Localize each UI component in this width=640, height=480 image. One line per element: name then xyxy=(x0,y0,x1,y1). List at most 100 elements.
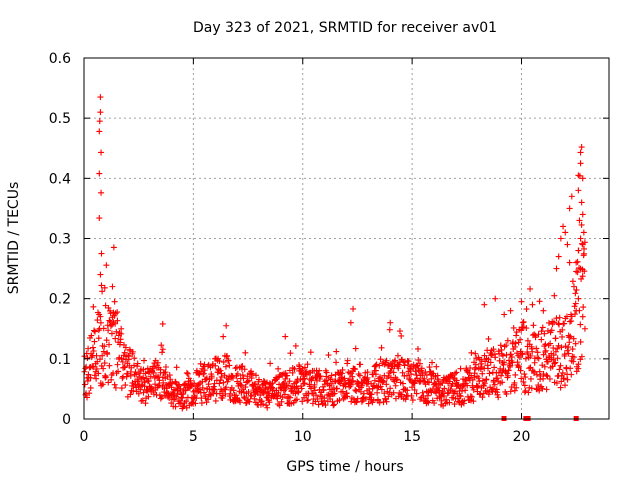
data-point xyxy=(552,359,559,366)
data-point xyxy=(339,366,346,373)
data-point xyxy=(479,370,486,377)
data-point xyxy=(472,364,479,371)
data-point xyxy=(473,382,480,389)
data-point xyxy=(394,352,401,359)
data-point xyxy=(503,342,510,349)
data-point xyxy=(486,370,493,377)
data-point xyxy=(347,319,354,326)
data-point xyxy=(117,336,124,343)
data-point xyxy=(180,390,187,397)
data-point xyxy=(462,387,469,394)
data-point xyxy=(282,375,289,382)
data-point xyxy=(86,364,93,371)
data-point xyxy=(468,393,475,400)
data-point xyxy=(311,381,318,388)
data-point xyxy=(542,347,549,354)
data-point xyxy=(83,394,90,401)
x-axis-label: GPS time / hours xyxy=(286,459,403,475)
data-point xyxy=(344,357,351,364)
data-point xyxy=(576,217,583,224)
data-point xyxy=(577,149,584,156)
data-point xyxy=(494,375,501,382)
data-point xyxy=(408,371,415,378)
data-point xyxy=(579,175,586,182)
data-point xyxy=(107,322,114,329)
data-point xyxy=(321,397,328,404)
data-point xyxy=(319,400,326,407)
data-point xyxy=(353,399,360,406)
data-point xyxy=(562,229,569,236)
data-point xyxy=(97,271,104,278)
data-point xyxy=(475,375,482,382)
data-point xyxy=(433,390,440,397)
data-point xyxy=(532,334,539,341)
data-point xyxy=(567,333,574,340)
data-point xyxy=(105,327,112,334)
data-point xyxy=(513,384,520,391)
data-point xyxy=(118,385,125,392)
data-point xyxy=(140,366,147,373)
data-point xyxy=(112,384,119,391)
data-point xyxy=(253,372,260,379)
data-point xyxy=(485,335,492,342)
data-point xyxy=(107,310,114,317)
data-point xyxy=(470,386,477,393)
data-point xyxy=(93,375,100,382)
data-point xyxy=(114,317,121,324)
data-point xyxy=(581,325,588,332)
data-point xyxy=(509,339,516,346)
data-point xyxy=(560,375,567,382)
data-point xyxy=(353,388,360,395)
data-point xyxy=(100,325,107,332)
data-point xyxy=(320,387,327,394)
data-point xyxy=(242,384,249,391)
data-point xyxy=(372,371,379,378)
data-point xyxy=(313,392,320,399)
data-point xyxy=(546,375,553,382)
data-point xyxy=(540,307,547,314)
data-point xyxy=(115,368,122,375)
data-point xyxy=(510,324,517,331)
data-point xyxy=(550,352,557,359)
data-point xyxy=(373,361,380,368)
data-point xyxy=(239,372,246,379)
data-point xyxy=(286,378,293,385)
data-point xyxy=(564,376,571,383)
data-point xyxy=(133,371,140,378)
data-point xyxy=(561,382,568,389)
data-point xyxy=(533,345,540,352)
data-point xyxy=(566,339,573,346)
data-point xyxy=(263,402,270,409)
data-point xyxy=(330,402,337,409)
data-point xyxy=(278,398,285,405)
data-point xyxy=(555,342,562,349)
data-point xyxy=(323,369,330,376)
data-point xyxy=(376,362,383,369)
data-point xyxy=(580,304,587,311)
data-point xyxy=(527,352,534,359)
data-point xyxy=(561,320,568,327)
data-point xyxy=(577,265,584,272)
data-point xyxy=(158,394,165,401)
data-point xyxy=(183,398,190,405)
data-point xyxy=(154,359,161,366)
data-point xyxy=(145,393,152,400)
data-point xyxy=(505,367,512,374)
data-point xyxy=(295,388,302,395)
data-point xyxy=(223,322,230,329)
data-point xyxy=(575,361,582,368)
data-point xyxy=(383,398,390,405)
data-point xyxy=(122,382,129,389)
data-point xyxy=(104,351,111,358)
data-point xyxy=(438,397,445,404)
data-point xyxy=(551,292,558,299)
data-point xyxy=(242,349,249,356)
data-point xyxy=(566,205,573,212)
data-point xyxy=(95,370,102,377)
data-point xyxy=(201,367,208,374)
data-point xyxy=(511,387,518,394)
data-point xyxy=(567,365,574,372)
data-point xyxy=(390,389,397,396)
data-point xyxy=(581,245,588,252)
data-point xyxy=(172,403,179,410)
